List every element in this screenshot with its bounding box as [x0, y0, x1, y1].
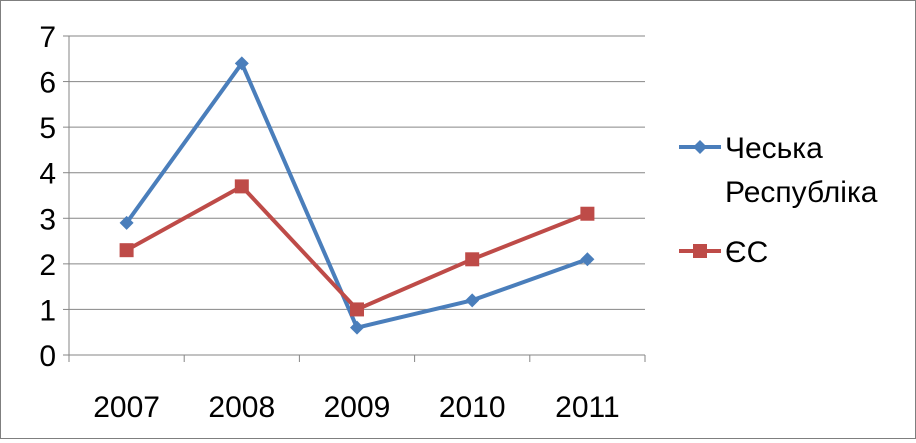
y-tick-label: 5: [39, 112, 56, 145]
series-line: [125, 184, 589, 312]
legend-item-0: Чеська Республіка: [679, 132, 878, 209]
x-tick-label: 2009: [324, 391, 391, 424]
x-tick-label: 2010: [439, 391, 506, 424]
data-point: [119, 243, 134, 258]
legend-swatch-marker: [693, 244, 707, 258]
y-tick-label: 4: [39, 158, 56, 191]
legend-label: ЄС: [725, 236, 768, 269]
y-tick-label: 0: [39, 340, 56, 373]
series-line: [124, 61, 589, 330]
legend-label: Республіка: [725, 176, 878, 209]
x-tick-label: 2008: [208, 391, 275, 424]
data-point: [234, 56, 249, 71]
legend-swatch-marker: [693, 140, 707, 154]
data-point: [465, 252, 480, 267]
legend: Чеська Республіка ЄС: [679, 132, 878, 269]
data-point: [465, 293, 480, 308]
y-tick-label: 6: [39, 67, 56, 100]
data-point: [234, 179, 249, 194]
y-tick-label: 1: [39, 294, 56, 327]
legend-item-1: ЄС: [679, 236, 768, 269]
x-tick-label: 2011: [555, 391, 620, 424]
series-group: [119, 56, 595, 335]
data-point: [350, 302, 364, 317]
x-tick-label: 2007: [93, 391, 160, 424]
data-point: [580, 252, 595, 267]
axes: 0 1 2 3 4 5 6 7 2007 2008 2009 2010 2011: [39, 21, 646, 424]
series-1: [119, 179, 595, 317]
y-tick-label: 7: [39, 21, 56, 54]
legend-label: Чеська: [725, 132, 823, 165]
series-0: [119, 56, 595, 335]
data-point: [119, 215, 134, 230]
y-tick-label: 2: [39, 249, 56, 282]
data-point: [580, 206, 595, 221]
y-tick-label: 3: [39, 203, 56, 236]
data-point: [350, 320, 364, 335]
